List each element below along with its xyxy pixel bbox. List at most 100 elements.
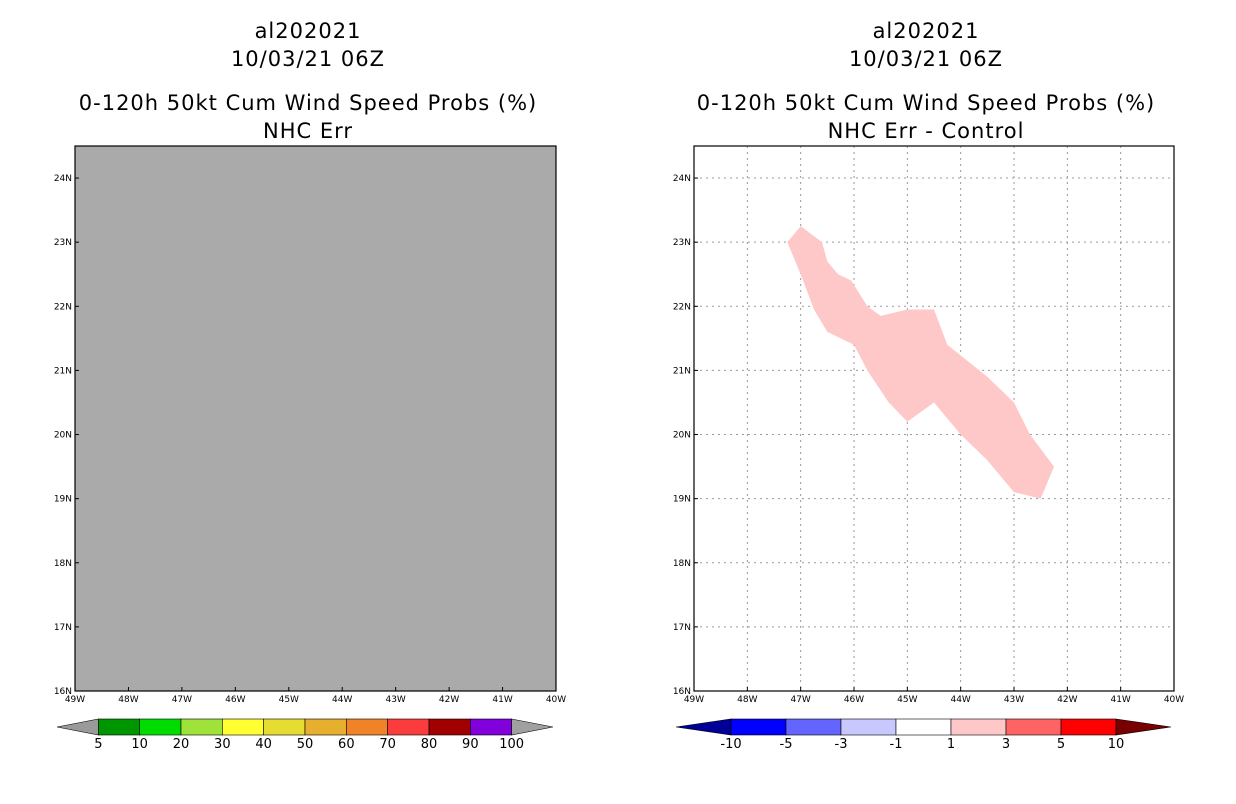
colorbar-label: 90	[462, 737, 479, 752]
left-title-line-3: 0-120h 50kt Cum Wind Speed Probs (%)	[79, 91, 537, 115]
colorbar-swatch	[180, 718, 223, 736]
colorbar-swatch	[304, 718, 347, 736]
left-title-line-4: NHC Err	[263, 119, 353, 143]
colorbar-label: 40	[255, 737, 272, 752]
x-tick-label: 45W	[279, 695, 299, 705]
right-title-line-3: 0-120h 50kt Cum Wind Speed Probs (%)	[697, 91, 1155, 115]
right-title-line-2: 10/03/21 06Z	[849, 47, 1003, 71]
right-title-line-1: al202021	[873, 19, 980, 43]
x-tick-label: 41W	[1110, 695, 1130, 705]
colorbar-swatch	[1005, 718, 1062, 736]
y-tick-label: 24N	[673, 174, 691, 184]
left-panel: al202021 10/03/21 06Z 0-120h 50kt Cum Wi…	[54, 19, 566, 752]
y-tick-label: 24N	[54, 174, 72, 184]
right-panel: al202021 10/03/21 06Z 0-120h 50kt Cum Wi…	[673, 19, 1184, 752]
x-tick-label: 45W	[897, 695, 917, 705]
colorbar-low-cap	[56, 718, 99, 736]
y-tick-label: 16N	[54, 687, 72, 697]
colorbar-swatch	[139, 718, 182, 736]
colorbar-swatch	[346, 718, 388, 736]
x-tick-label: 44W	[950, 695, 970, 705]
colorbar-swatch	[730, 718, 787, 736]
colorbar-label: 60	[338, 737, 355, 752]
right-colorbar: -10 -5 -3 -1 1 3 5 10	[675, 718, 1172, 752]
left-map-frame	[74, 145, 557, 692]
colorbar-label: 5	[94, 737, 102, 752]
colorbar-label: 70	[379, 737, 396, 752]
x-tick-label: 41W	[492, 695, 512, 705]
y-tick-label: 19N	[673, 495, 691, 505]
colorbar-swatch	[387, 718, 430, 736]
colorbar-label: 80	[421, 737, 438, 752]
colorbar-swatch	[895, 718, 952, 736]
colorbar-label: -3	[835, 737, 848, 752]
x-tick-label: 44W	[332, 695, 352, 705]
colorbar-label: 1	[947, 737, 955, 752]
x-tick-label: 48W	[737, 695, 757, 705]
x-tick-label: 42W	[1057, 695, 1077, 705]
right-map-frame	[693, 145, 1175, 692]
y-tick-label: 16N	[673, 687, 691, 697]
colorbar-swatch	[222, 718, 264, 736]
x-tick-label: 42W	[439, 695, 459, 705]
left-y-axis: 16N 17N 18N 19N 20N 21N 22N 23N 24N	[54, 174, 79, 697]
left-title-line-2: 10/03/21 06Z	[231, 47, 385, 71]
y-tick-label: 21N	[54, 366, 72, 376]
x-tick-label: 43W	[1004, 695, 1024, 705]
right-y-axis: 16N 17N 18N 19N 20N 21N 22N 23N 24N	[673, 174, 698, 697]
x-tick-label: 43W	[385, 695, 405, 705]
colorbar-high-cap	[511, 718, 554, 736]
left-x-axis: 49W 48W 47W 46W 45W 44W 43W 42W 41W 40W	[65, 687, 566, 705]
x-tick-label: 47W	[790, 695, 810, 705]
colorbar-swatch	[785, 718, 842, 736]
colorbar-swatch	[428, 718, 471, 736]
y-tick-label: 23N	[673, 238, 691, 248]
left-colorbar: 5 10 20 30 40 50 60 70 80 90 100	[56, 718, 554, 752]
y-tick-label: 22N	[54, 302, 72, 312]
right-title-line-4: NHC Err - Control	[828, 119, 1025, 143]
colorbar-label: -1	[890, 737, 903, 752]
colorbar-label: 10	[1108, 737, 1125, 752]
right-x-axis: 49W 48W 47W 46W 45W 44W 43W 42W 41W 40W	[684, 687, 1184, 705]
colorbar-swatch	[470, 718, 512, 736]
y-tick-label: 21N	[673, 366, 691, 376]
x-tick-label: 46W	[844, 695, 864, 705]
colorbar-swatch	[840, 718, 897, 736]
y-tick-label: 19N	[54, 495, 72, 505]
colorbar-label: 20	[173, 737, 190, 752]
x-tick-label: 47W	[172, 695, 192, 705]
right-map-area	[694, 146, 1174, 691]
colorbar-swatch	[98, 718, 140, 736]
colorbar-label: 50	[297, 737, 314, 752]
y-tick-label: 20N	[673, 431, 691, 441]
x-tick-label: 48W	[118, 695, 138, 705]
y-tick-label: 22N	[673, 302, 691, 312]
colorbar-label: 3	[1002, 737, 1010, 752]
colorbar-label: -5	[780, 737, 793, 752]
x-tick-label: 49W	[65, 695, 85, 705]
colorbar-swatch	[263, 718, 306, 736]
y-tick-label: 23N	[54, 238, 72, 248]
colorbar-low-cap	[675, 718, 732, 736]
colorbar-label: 10	[131, 737, 148, 752]
y-tick-label: 18N	[54, 559, 72, 569]
colorbar-swatch	[1060, 718, 1117, 736]
colorbar-label: 100	[499, 737, 524, 752]
y-tick-label: 20N	[54, 431, 72, 441]
colorbar-swatch	[950, 718, 1007, 736]
colorbar-label: 30	[214, 737, 231, 752]
colorbar-high-cap	[1115, 718, 1172, 736]
y-tick-label: 18N	[673, 559, 691, 569]
x-tick-label: 49W	[684, 695, 704, 705]
x-tick-label: 40W	[546, 695, 566, 705]
x-tick-label: 46W	[225, 695, 245, 705]
left-map-area	[75, 146, 556, 691]
colorbar-label: 5	[1057, 737, 1065, 752]
left-title-line-1: al202021	[255, 19, 362, 43]
x-tick-label: 40W	[1164, 695, 1184, 705]
y-tick-label: 17N	[54, 623, 72, 633]
shaded-region-1-to-3	[787, 226, 1054, 499]
y-tick-label: 17N	[673, 623, 691, 633]
colorbar-label: -10	[720, 737, 741, 752]
